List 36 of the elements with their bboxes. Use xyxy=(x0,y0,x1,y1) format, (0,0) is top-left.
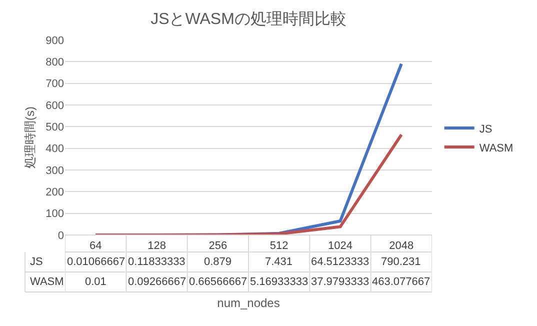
y-axis-title: 処理時間(s) xyxy=(22,106,37,168)
legend-label: JS xyxy=(479,123,492,136)
x-tick-label: 256 xyxy=(208,240,228,252)
line-series xyxy=(94,133,403,235)
data-label: 64.5123333 xyxy=(311,256,370,268)
y-tick-label: 600 xyxy=(46,100,64,112)
data-label: 0.11833333 xyxy=(128,256,186,268)
y-tick-label: 200 xyxy=(46,186,64,199)
x-tick-label: 2048 xyxy=(389,240,414,252)
data-label: 0.01 xyxy=(85,276,106,288)
text: JS xyxy=(30,256,43,268)
data-label: 5.16933333 xyxy=(250,276,308,288)
chart-title: JSとWASMの処理時間比較 xyxy=(150,10,346,28)
data-label: 463.077667 xyxy=(372,276,430,288)
y-tick-label: 400 xyxy=(46,143,64,156)
y-tick-label: 500 xyxy=(46,122,64,134)
data-label: 0.66566667 xyxy=(189,276,248,288)
y-tick-label: 100 xyxy=(46,208,64,220)
y-tick-label: 300 xyxy=(46,164,64,177)
y-tick-label: 800 xyxy=(46,56,64,69)
x-tick-label: 512 xyxy=(270,240,288,252)
data-label: 0.879 xyxy=(204,256,232,268)
data-label: 0.01066667 xyxy=(67,256,126,268)
legend-label: WASM xyxy=(479,142,514,154)
y-tick-label: 0 xyxy=(58,230,64,242)
data-label: 790.231 xyxy=(381,256,421,268)
data-label: 37.9793333 xyxy=(311,276,370,288)
data-label: 0.09266667 xyxy=(128,276,186,288)
x-tick-label: 128 xyxy=(148,240,166,252)
text: WASM xyxy=(30,276,64,288)
x-tick-label: 1024 xyxy=(328,240,352,252)
y-tick-label: 900 xyxy=(46,34,64,47)
x-axis-title: num_nodes xyxy=(217,296,280,310)
data-label: 7.431 xyxy=(265,256,293,268)
x-tick-label: 64 xyxy=(89,240,102,252)
y-tick-label: 700 xyxy=(46,78,64,90)
